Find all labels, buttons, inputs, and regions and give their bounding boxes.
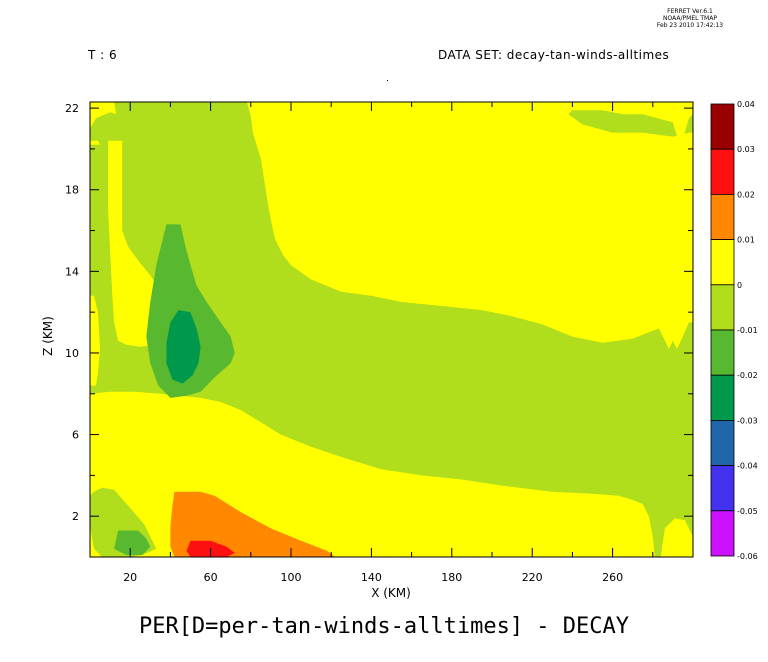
colorbar-swatch — [710, 374, 735, 421]
colorbar-label: -0.03 — [737, 416, 758, 425]
axes: 20 60 100 140 180 220 260 2 6 10 14 18 22 — [65, 102, 694, 584]
y-axis-label: Z (KM) — [41, 316, 55, 356]
colorbar-label: 0.01 — [737, 236, 755, 245]
colorbar-label: -0.01 — [737, 326, 758, 335]
colorbar-swatch — [710, 193, 735, 240]
contour-region-13 — [166, 310, 201, 384]
contour-region-3 — [90, 140, 100, 145]
contour-regions — [90, 102, 694, 557]
plot-frame — [89, 101, 694, 558]
colorbar-swatch — [710, 419, 735, 466]
colorbar-label: -0.04 — [737, 462, 758, 471]
chart-title: PER[D=per-tan-winds-alltimes] - DECAY — [138, 614, 630, 639]
colorbar-label: 0.02 — [737, 190, 755, 199]
contour-region-5 — [90, 295, 100, 386]
y-tick-label: 18 — [65, 184, 79, 197]
x-tick-label: 260 — [602, 571, 623, 584]
contour-region-7 — [660, 518, 693, 557]
contour-region-2 — [90, 102, 117, 129]
ferret-version-stamp: FERRET Ver.6.1 — [667, 8, 713, 15]
colorbar-swatch — [710, 103, 735, 150]
colorbar-label: 0 — [737, 281, 742, 290]
colorbar-swatch — [710, 284, 735, 331]
colorbar-swatch — [710, 329, 735, 376]
colorbar-label: -0.06 — [737, 552, 758, 561]
x-tick-label: 220 — [522, 571, 543, 584]
x-tick-label: 140 — [361, 571, 382, 584]
colorbar-swatch — [710, 148, 735, 195]
timestamp-stamp: Feb 23 2010 17:42:13 — [656, 22, 724, 29]
organization-stamp: NOAA/PMEL TMAP — [663, 15, 717, 22]
colorbar-label: -0.02 — [737, 371, 758, 380]
dataset-label: DATA SET: decay-tan-winds-alltimes — [438, 48, 670, 62]
colorbar-swatch — [710, 465, 735, 512]
contour-region-1 — [246, 102, 694, 349]
colorbar-swatch — [710, 239, 735, 286]
y-tick-label: 10 — [65, 347, 79, 360]
x-tick-label: 180 — [441, 571, 462, 584]
x-axis-label: X (KM) — [371, 586, 411, 600]
colorbar-swatch — [710, 510, 735, 557]
y-tick-label: 2 — [72, 510, 79, 523]
colorbar-label: 0.04 — [737, 100, 755, 109]
x-tick-label: 100 — [281, 571, 302, 584]
contour-region-12 — [114, 530, 151, 555]
y-tick-label: 6 — [72, 429, 79, 442]
colorbar-label: -0.05 — [737, 507, 758, 516]
contour-region-9 — [170, 491, 336, 557]
x-tick-label: 20 — [123, 571, 137, 584]
y-tick-label: 22 — [65, 102, 79, 115]
colorbar-label: 0.03 — [737, 145, 755, 154]
stray-dot — [387, 80, 388, 81]
y-tick-label: 14 — [65, 265, 79, 278]
colorbar: 0.04 0.03 0.02 0.01 0 -0.01 -0.02 -0.03 -0.04 -0.… — [710, 100, 758, 561]
x-tick-label: 60 — [204, 571, 218, 584]
time-step-label: T : 6 — [88, 48, 118, 62]
